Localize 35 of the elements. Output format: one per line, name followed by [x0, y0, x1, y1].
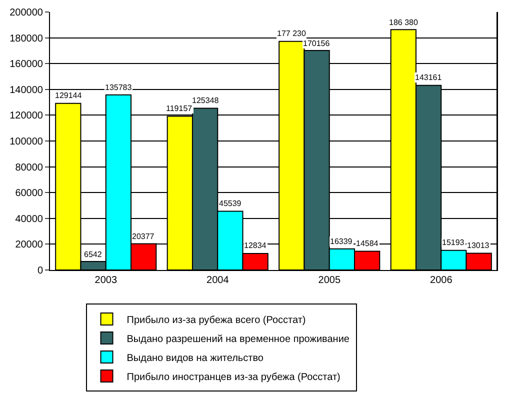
legend-label: Прибыло иностранцев из-за рубежа (Росстат) [126, 372, 340, 383]
data-label: 135783 [105, 83, 132, 92]
y-tick-label: 80000 [15, 162, 44, 174]
x-tick-label: 2006 [430, 275, 453, 286]
y-tick-label: 120000 [10, 110, 44, 122]
y-tick-label: 40000 [15, 214, 44, 225]
data-label: 13013 [467, 241, 490, 250]
y-tick-label: 160000 [10, 59, 44, 70]
data-label: 177 230 [277, 29, 306, 38]
legend-label: Прибыло из-за рубежа всего (Росстат) [126, 314, 306, 326]
legend-label: Выдано видов на жительство [126, 352, 264, 364]
data-label: 170156 [303, 39, 330, 48]
y-tick-label: 20000 [15, 240, 44, 251]
data-label: 6542 [84, 250, 102, 259]
data-label: 15193 [442, 238, 465, 247]
data-label: 12834 [244, 241, 267, 250]
y-tick-label: 0 [37, 266, 44, 276]
data-label: 143161 [415, 73, 442, 82]
y-tick-label: 100000 [10, 136, 44, 148]
y-tick-label: 200000 [10, 8, 44, 18]
data-label: 119157 [166, 104, 193, 113]
data-label: 125348 [192, 96, 220, 105]
data-label: 20377 [132, 232, 155, 241]
data-label: 14584 [356, 239, 379, 248]
data-label: 186 380 [389, 18, 418, 27]
x-tick-label: 2005 [318, 275, 341, 286]
data-label: 129144 [55, 91, 82, 100]
x-tick-label: 2003 [94, 275, 118, 286]
legend-label: Выдано разрешений на временное проживание [126, 334, 350, 345]
x-tick-label: 2004 [206, 275, 230, 286]
data-label: 16339 [330, 237, 353, 246]
data-label: 45539 [219, 199, 242, 208]
y-tick-label: 60000 [15, 188, 44, 200]
y-tick-label: 180000 [10, 33, 44, 44]
y-tick-label: 140000 [10, 84, 44, 96]
